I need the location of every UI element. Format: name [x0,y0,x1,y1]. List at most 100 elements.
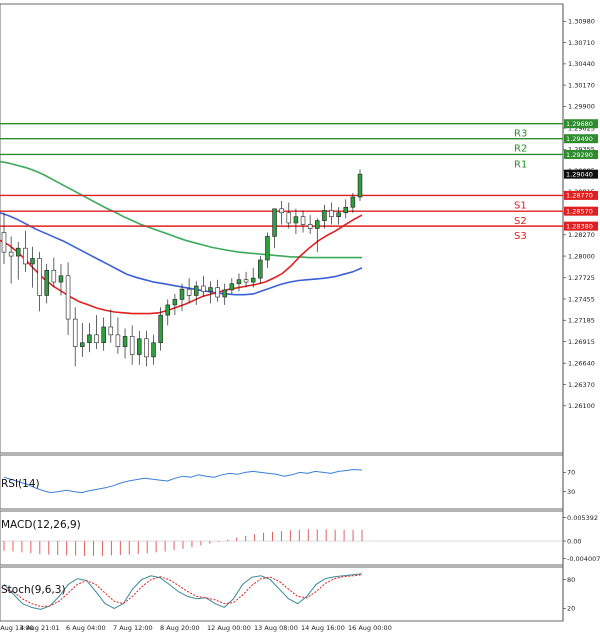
candle-body [208,287,213,292]
level-price-label: 1.28770 [566,192,593,200]
candle-body [151,342,156,358]
level-price-label: 1.29490 [566,135,593,143]
indicator-tick-label: 20 [567,605,575,613]
candle-body [1,232,7,253]
candle-body [51,269,57,283]
moving-average-line [0,211,363,296]
candle-body [250,277,256,283]
candle-body [144,338,149,358]
candle-body [87,334,92,344]
x-tick-label: 2 Aug 13:00 [0,624,34,632]
price-tick-label: 1.27185 [568,317,595,325]
candle-body [8,251,14,257]
price-tick-label: 1.27725 [568,274,595,282]
price-tick-label: 1.26915 [568,338,595,346]
price-tick-label: 1.29355 [568,146,595,154]
level-price-badge [564,134,598,144]
candle-body [350,196,356,208]
candle-body [129,336,135,355]
candle-body [322,210,327,221]
candle-body [265,236,270,261]
candle-body [115,334,121,347]
candle-body [15,247,21,257]
candle-body [307,224,313,229]
moving-average-line [0,160,362,259]
price-tick-label: 1.27455 [568,295,595,303]
candle-body [293,216,299,224]
candle-body [222,289,227,298]
candle-body [186,288,192,296]
macd-title: MACD(12,26,9) [1,519,81,531]
price-tick-label: 1.29900 [568,103,595,111]
level-name-s2: S2 [514,216,527,227]
candle-body [201,285,206,292]
level-price-badge [564,221,598,231]
indicator-tick-label: 30 [567,488,575,496]
level-price-label: 1.28380 [566,222,593,230]
indicator-tick-label: 0.00 [567,537,581,545]
price-tick-label: 1.30440 [568,60,595,68]
candle-body [44,269,49,296]
candle-body [72,318,78,347]
candle-body [286,212,292,224]
candle-body [300,216,306,225]
current-price-badge [564,169,598,179]
candle-body [37,258,42,296]
level-name-s3: S3 [514,231,527,242]
level-price-label: 1.29290 [566,151,593,159]
level-price-label: 1.28570 [566,207,593,215]
x-tick-label: 14 Aug 16:00 [301,624,345,632]
candle-body [229,283,235,291]
indicator-tick-label: 70 [567,469,575,477]
candle-body [272,208,277,237]
candle-body [137,338,142,355]
candle-body [30,258,35,265]
indicator-line [3,468,363,494]
level-name-r2: R2 [514,144,527,155]
moving-average-line [0,214,363,315]
candle-body [172,299,178,306]
x-axis: 2 Aug 13:00 4 Aug 21:01 6 Aug 04:00 7 Au… [0,624,392,632]
price-tick-label: 1.30710 [568,39,595,47]
candle-body [329,210,334,217]
x-tick-label: 13 Aug 08:00 [254,624,298,632]
price-tick-label: 1.26640 [568,360,595,368]
candle-body [80,342,85,347]
level-name-r3: R3 [514,129,527,140]
price-tick-label: 1.29625 [568,124,595,132]
x-tick-label: 8 Aug 20:00 [160,624,200,632]
price-tick-label: 1.26100 [568,402,595,410]
candle-body [343,206,349,214]
price-tick-label: 1.26370 [568,381,595,389]
level-price-badge [564,190,598,200]
candle-body [94,334,99,344]
level-price-badge [564,119,598,129]
candle-body [315,220,320,229]
indicator-tick-label: 0.005392 [567,514,598,522]
price-tick-label: 1.30170 [568,81,595,89]
candle-body [58,275,64,283]
candle-body [165,304,171,316]
indicator-line [3,573,363,610]
indicator-tick-label: 80 [567,576,575,584]
indicator-line [3,574,363,608]
level-name-r1: R1 [514,159,527,170]
current-price-label: 1.29040 [566,170,593,178]
level-price-label: 1.29680 [566,120,593,128]
candle-body [193,285,199,296]
candle-body [336,212,341,217]
x-tick-label: 6 Aug 04:00 [66,624,106,632]
candle-body [357,173,363,198]
candle-body [108,326,114,336]
x-tick-label: 12 Aug 00:00 [207,624,251,632]
candle-body [258,259,263,279]
rsi-title: RSI(14) [1,478,40,490]
candle-body [23,247,28,265]
x-tick-label: 7 Aug 12:00 [113,624,153,632]
candle-body [158,314,163,344]
stoch-panel [0,566,564,622]
candle-body [65,275,71,320]
indicator-tick-label: -0.004007 [567,555,600,563]
candle-body [236,279,242,284]
